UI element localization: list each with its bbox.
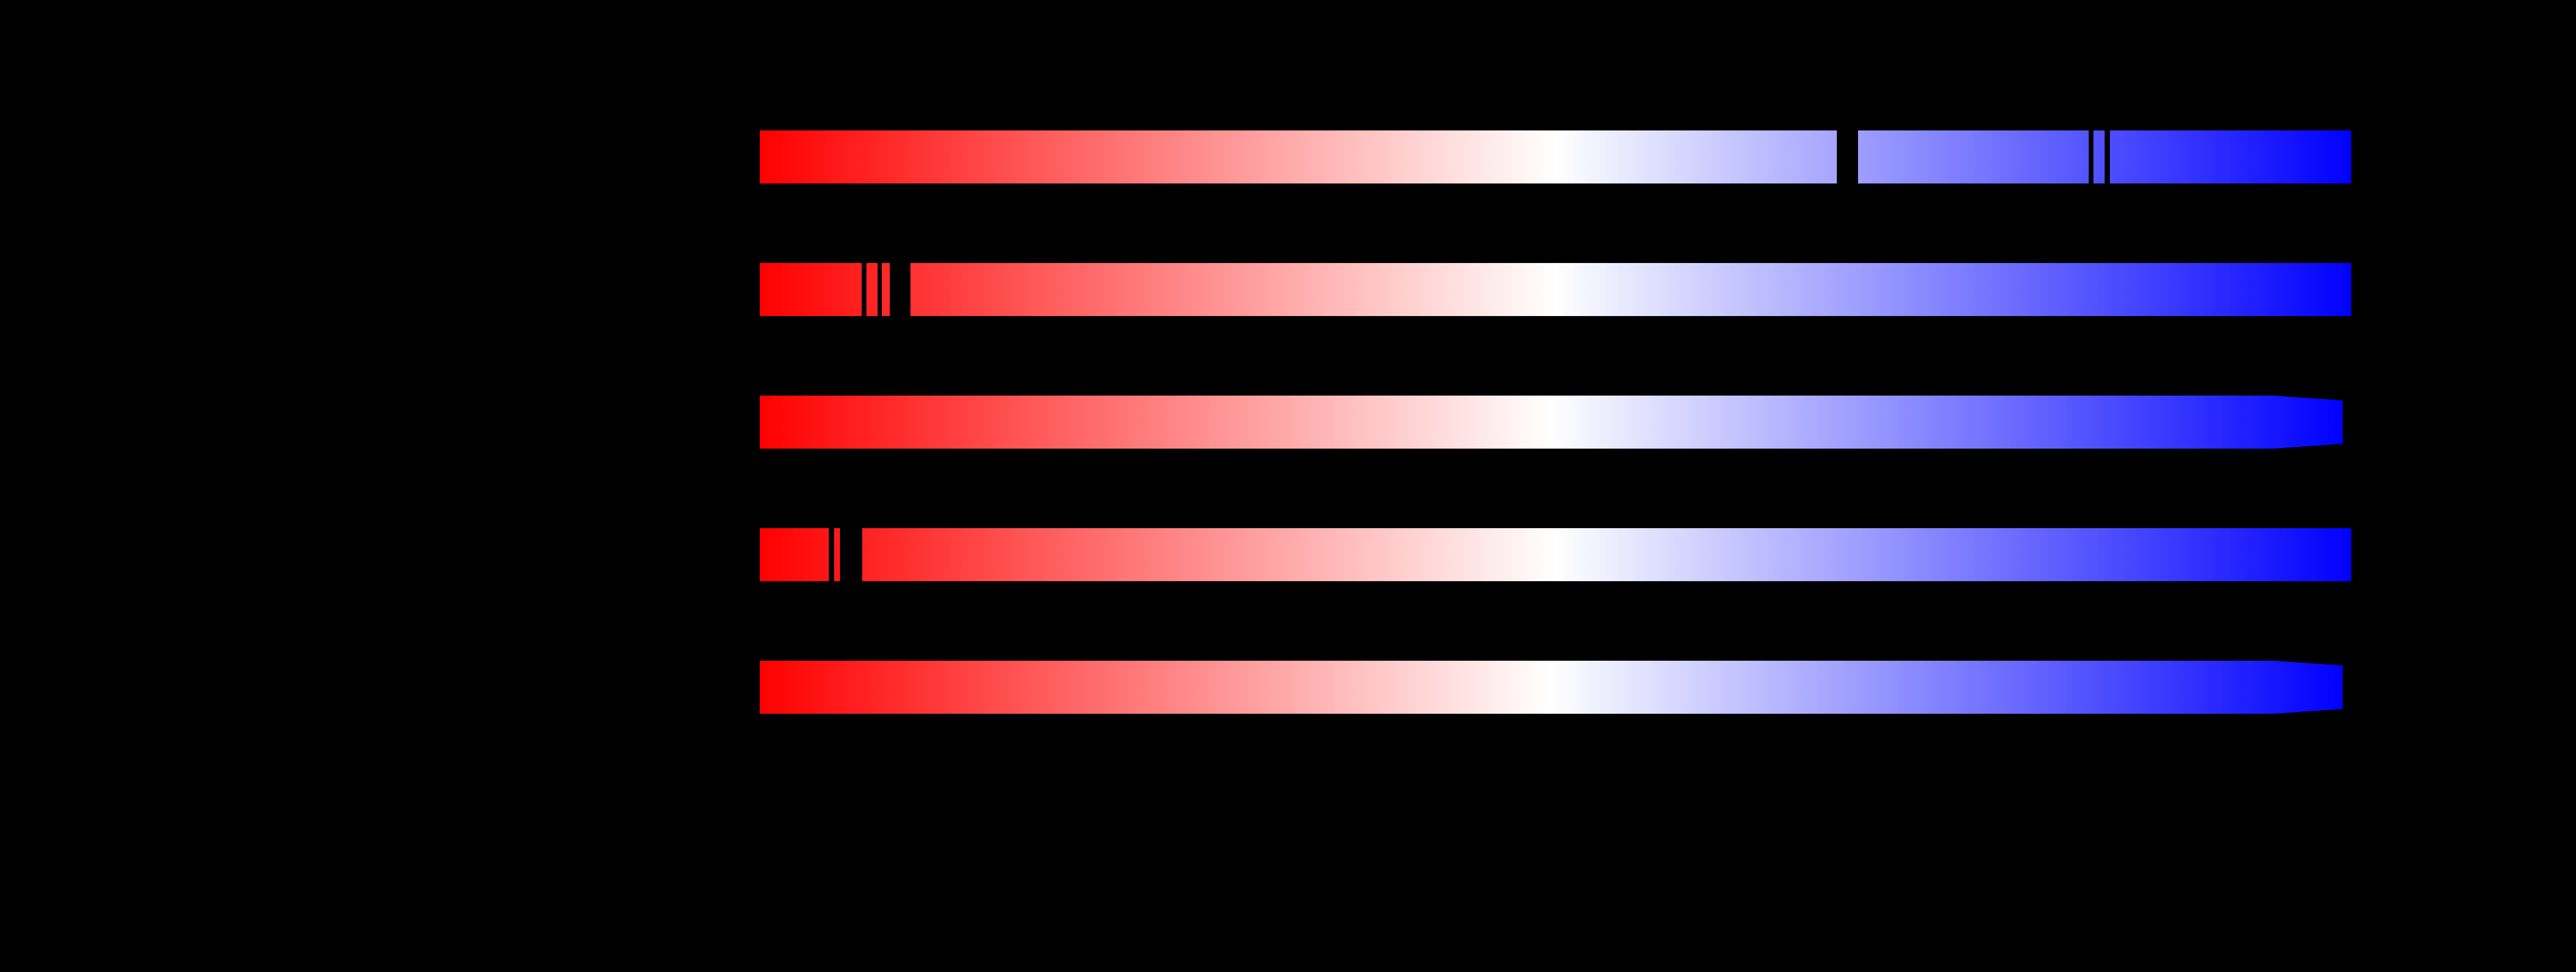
marker-tick	[840, 527, 862, 582]
marker-tick	[862, 262, 866, 317]
gradient-bar-3	[760, 396, 2343, 449]
gradient-bar-2	[760, 262, 2351, 317]
marker-tick	[890, 262, 910, 317]
marker-tick	[829, 527, 834, 582]
gradient-bar-5	[760, 661, 2343, 714]
marker-tick	[1837, 129, 1858, 185]
marker-tick	[878, 262, 882, 317]
gradient-bar-4	[760, 527, 2351, 582]
marker-tick	[2089, 129, 2093, 185]
gradient-bar-1	[760, 129, 2351, 185]
marker-tick	[2105, 129, 2110, 185]
